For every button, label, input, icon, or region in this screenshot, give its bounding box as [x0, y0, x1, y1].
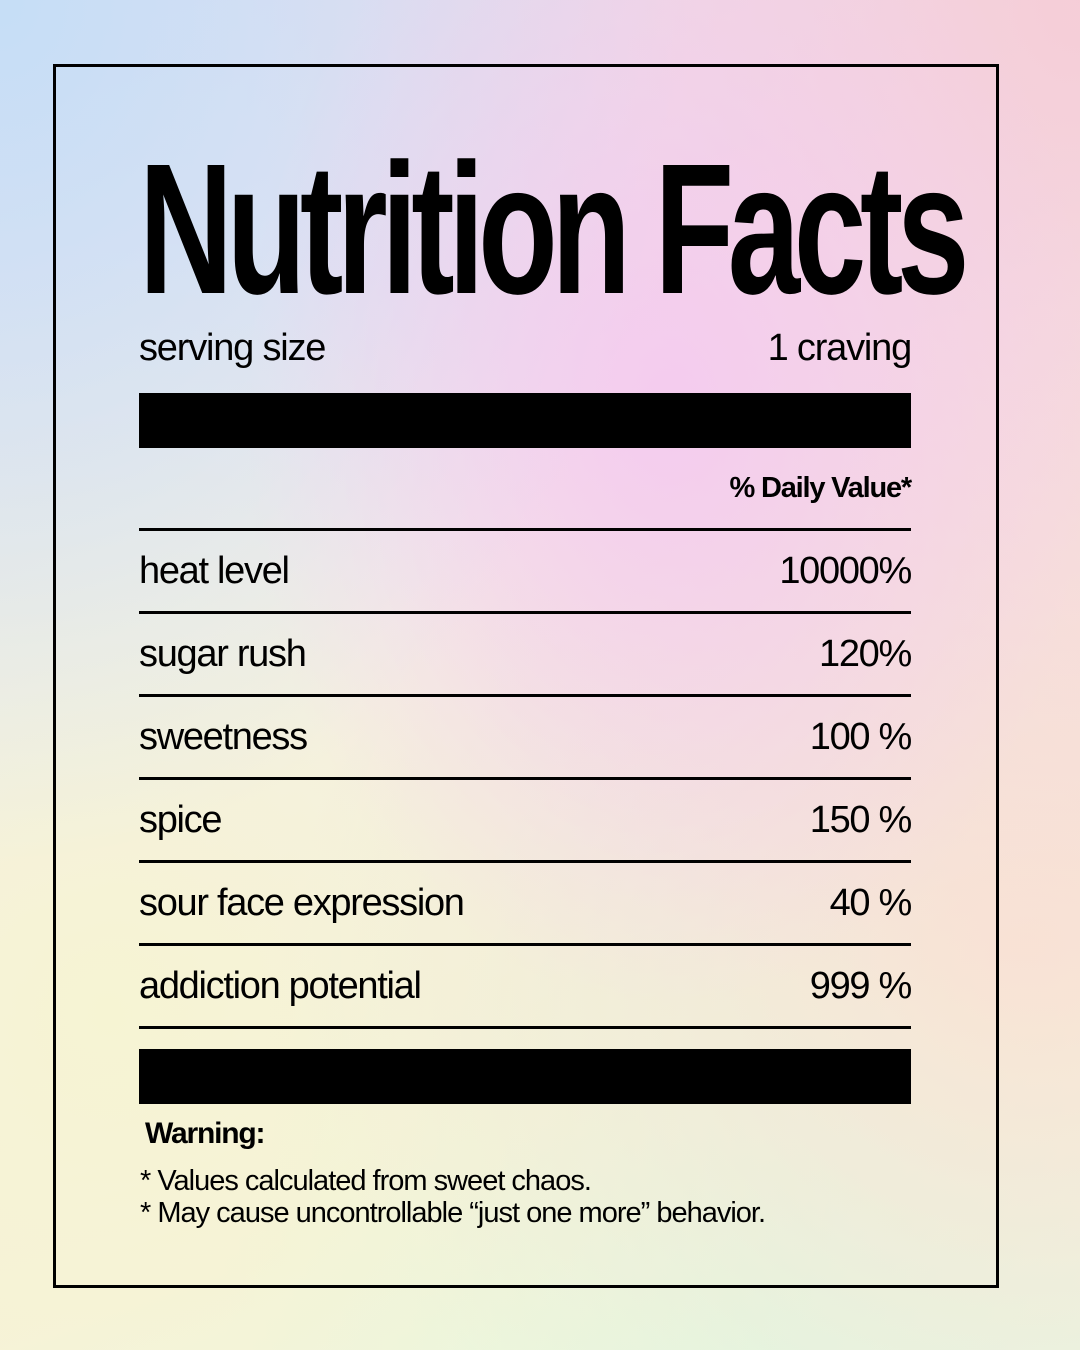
nutrient-value: 100 % [809, 715, 913, 758]
nutrient-name: sour face expression [139, 881, 465, 924]
nutrient-row: addiction potential 999 % [139, 946, 913, 1029]
nutrient-name: spice [139, 798, 223, 841]
serving-size-row: serving size 1 craving [139, 322, 913, 374]
nutrient-value: 150 % [809, 798, 913, 841]
label-frame [53, 64, 999, 1288]
nutrient-row: sweetness 100 % [139, 697, 913, 780]
nutrient-row: heat level 10000% [139, 531, 912, 614]
footnote: * May cause uncontrollable “just one mor… [140, 1197, 766, 1229]
footnotes: * Values calculated from sweet chaos. * … [140, 1165, 920, 1229]
footnote: * Values calculated from sweet chaos. [140, 1165, 592, 1197]
thick-divider-top [139, 393, 911, 448]
nutrient-name: heat level [139, 549, 290, 592]
thick-divider-bottom [139, 1049, 911, 1104]
nutrient-name: addiction potential [139, 964, 422, 1007]
nutrient-value: 40 % [829, 881, 913, 924]
nutrient-value: 120% [819, 632, 912, 675]
nutrient-list: heat level 10000% sugar rush 120% sweetn… [139, 528, 913, 1029]
label-title: Nutrition Facts [139, 126, 969, 333]
nutrient-row: sugar rush 120% [139, 614, 912, 697]
nutrient-row: spice 150 % [139, 780, 913, 863]
nutrient-row: sour face expression 40 % [139, 863, 913, 946]
nutrient-name: sweetness [139, 715, 308, 758]
nutrient-name: sugar rush [139, 632, 307, 675]
serving-size-value: 1 craving [767, 326, 913, 369]
daily-value-header: % Daily Value* [729, 472, 913, 504]
warning-title: Warning: [145, 1117, 265, 1150]
nutrient-value: 999 % [809, 964, 913, 1007]
nutrient-value: 10000% [779, 549, 912, 592]
serving-size-label: serving size [139, 326, 326, 369]
